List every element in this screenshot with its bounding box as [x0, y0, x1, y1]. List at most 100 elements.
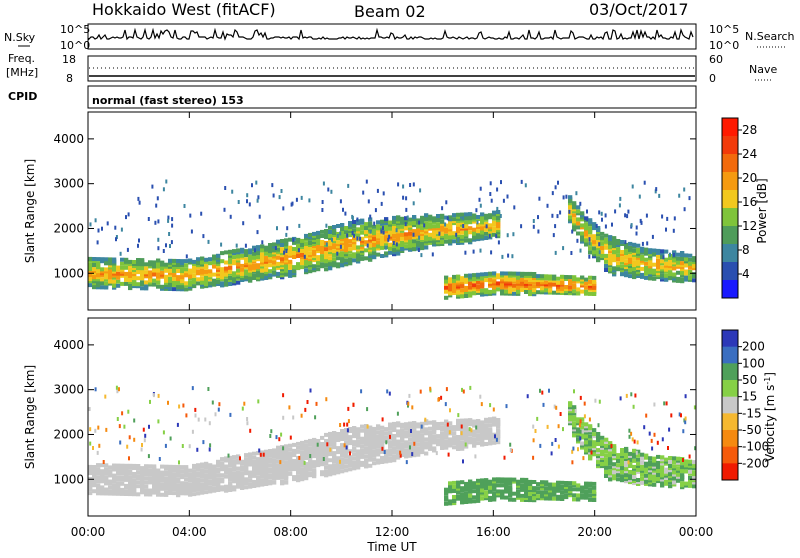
vel-cell: [572, 433, 577, 438]
power-cell: [220, 251, 225, 256]
vel-colorbar-swatch: [722, 346, 738, 364]
power-cell: [120, 261, 125, 266]
power-cell: [660, 275, 665, 280]
power-cell: [400, 241, 405, 245]
vel-cell: [592, 498, 597, 502]
vel-cell: [300, 413, 303, 418]
vel-cell: [272, 460, 277, 465]
power-cell: [116, 271, 121, 276]
power-cell: [402, 195, 405, 200]
power-cell: [636, 243, 641, 248]
power-cell: [648, 268, 653, 273]
vel-cell: [644, 473, 649, 478]
power-cell: [432, 224, 437, 229]
power-cell: [572, 279, 577, 284]
power-cell: [280, 239, 285, 243]
vel-cell: [92, 469, 97, 474]
vel-cell: [668, 456, 673, 460]
vel-cell: [116, 481, 121, 486]
vel-cell: [592, 489, 597, 494]
power-cell: [668, 260, 673, 264]
vel-cell: [632, 481, 637, 486]
power-cell: [464, 277, 469, 282]
vel-cell: [368, 463, 373, 468]
power-cell: [172, 283, 177, 288]
vel-cell: [136, 474, 141, 479]
power-cell: [272, 270, 277, 275]
vel-cell: [360, 460, 365, 465]
vel-cell: [480, 482, 485, 487]
power-cell: [692, 278, 697, 283]
vel-cell: [300, 451, 305, 455]
vel-cell: [452, 480, 457, 485]
vel-cell: [624, 479, 629, 484]
power-cell: [448, 283, 453, 288]
power-cell: [140, 286, 145, 291]
power-cell: [396, 235, 401, 240]
power-cell: [551, 191, 554, 196]
vel-cell: [656, 475, 661, 480]
power-cell: [490, 198, 493, 203]
power-cell: [480, 212, 485, 217]
power-cell: [168, 258, 173, 263]
power-cell: [562, 195, 565, 200]
power-cell: [436, 234, 441, 239]
freq-unit-label: [MHz]: [6, 66, 38, 79]
vel-cell: [420, 450, 425, 455]
power-cell: [212, 260, 217, 265]
power-cell: [356, 236, 359, 241]
vel-cell: [571, 460, 574, 465]
power-cell: [395, 228, 398, 233]
vel-cell: [208, 463, 213, 468]
power-cell: [180, 259, 185, 264]
vel-cell: [92, 465, 97, 469]
power-cell: [432, 216, 437, 221]
power-cell: [546, 203, 549, 208]
power-cell: [224, 278, 229, 283]
power-cell: [216, 253, 221, 258]
vel-cell: [184, 491, 189, 496]
vel-cell: [252, 455, 257, 460]
vel-cell: [436, 426, 441, 431]
power-cell: [490, 250, 493, 255]
power-cell: [646, 241, 649, 246]
power-cell: [260, 266, 265, 271]
power-cell: [402, 184, 405, 189]
power-cell: [324, 229, 329, 233]
vel-cell: [577, 447, 579, 452]
power-cell: [460, 282, 465, 287]
vel-cell: [444, 402, 447, 407]
power-cell: [532, 272, 537, 276]
power-cell: [480, 276, 485, 281]
power-cell: [372, 255, 377, 260]
vel-cell: [94, 387, 97, 392]
power-cell: [480, 224, 485, 229]
power-cell: [600, 235, 605, 240]
power-cell: [360, 224, 365, 229]
power-cell: [208, 281, 213, 286]
vel-cell: [332, 469, 337, 474]
vel-cell: [628, 428, 631, 433]
vel-cell: [636, 440, 639, 445]
vel-cell: [541, 390, 544, 395]
power-cell: [296, 254, 301, 258]
power-cell: [356, 249, 361, 254]
vel-cell: [148, 488, 153, 493]
vel-cell: [588, 424, 593, 429]
power-cell: [616, 255, 621, 260]
power-cell: [115, 235, 118, 239]
vel-cell: [216, 473, 221, 478]
vel-cell: [628, 451, 633, 456]
vel-cell: [248, 478, 253, 483]
vel-cell: [608, 465, 613, 470]
power-cell: [495, 234, 498, 239]
vel-cell: [598, 399, 601, 404]
vel-colorbar-tick-label: 200: [742, 340, 765, 354]
vel-cell: [282, 393, 285, 398]
vel-cell: [332, 463, 337, 468]
power-cell: [320, 244, 325, 249]
vel-cell: [693, 405, 696, 410]
power-cell: [664, 273, 669, 278]
vel-cell: [476, 441, 481, 446]
power-cell: [284, 266, 289, 271]
